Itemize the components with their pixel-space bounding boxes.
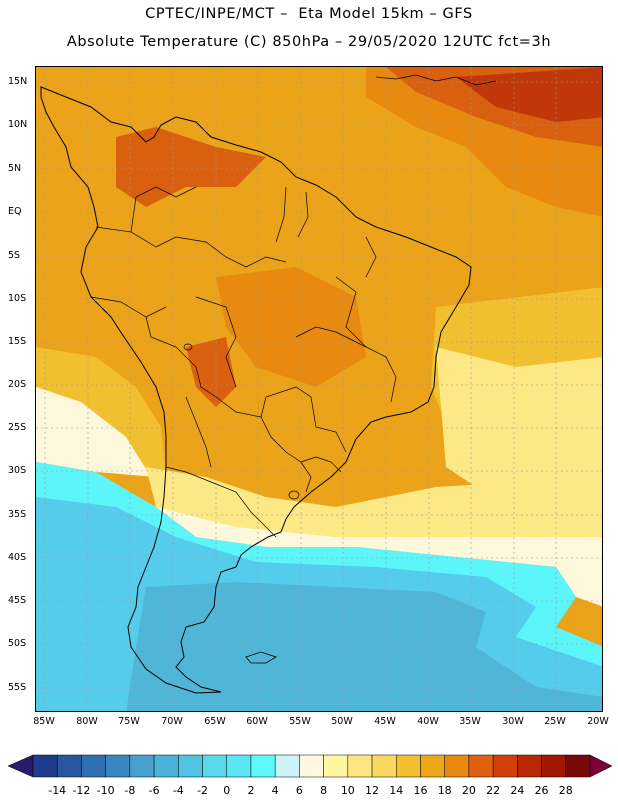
colorbar-label: 24: [510, 784, 524, 797]
lat-label: 20S: [8, 379, 27, 390]
colorbar-cell: [32, 754, 58, 778]
colorbar-cell: [202, 754, 227, 778]
colorbar-cell: [444, 754, 470, 778]
lat-label: 15N: [8, 76, 28, 87]
lat-label: 55S: [8, 682, 27, 693]
lat-label: 5S: [8, 250, 21, 261]
field-cold-ocean: [126, 582, 602, 711]
lon-label: 30W: [502, 716, 524, 727]
field-west-yellow: [36, 347, 166, 477]
lon-label: 70W: [161, 716, 183, 727]
field-east-lightyellow: [436, 347, 602, 507]
lat-label: 35S: [8, 509, 27, 520]
colorbar-cell: [129, 754, 155, 778]
colorbar-label: 10: [341, 784, 355, 797]
lat-label: 30S: [8, 465, 27, 476]
colorbar-cell: [517, 754, 542, 778]
colorbar-label: 26: [535, 784, 549, 797]
lake-titicaca: [183, 343, 193, 351]
colorbar-cell: [371, 754, 397, 778]
lon-label: 20W: [587, 716, 609, 727]
colorbar-label: -12: [72, 784, 90, 797]
colorbar-cell: [565, 754, 591, 778]
field-west-pale: [36, 377, 156, 477]
colorbar-cell: [541, 754, 567, 778]
field-bolivia-hot: [186, 337, 236, 407]
colorbar-label: -8: [124, 784, 135, 797]
lon-label: 50W: [331, 716, 353, 727]
caribbean-islands: [375, 74, 497, 86]
lat-label: 25S: [8, 422, 27, 433]
field-amazon-warm: [216, 267, 366, 387]
colorbar-label: 6: [296, 784, 303, 797]
falkland-islands: [245, 651, 277, 664]
lat-label: 45S: [8, 595, 27, 606]
colorbar-cell: [323, 754, 349, 778]
lon-label: 40W: [417, 716, 439, 727]
colorbar-cell: [56, 754, 82, 778]
colorbar-cell: [492, 754, 518, 778]
field-front-yellow: [146, 467, 602, 537]
lon-label: 85W: [33, 716, 55, 727]
colorbar-cell: [347, 754, 373, 778]
lat-label: 10N: [8, 119, 28, 130]
colorbar-cell: [274, 754, 300, 778]
lon-label: 65W: [204, 716, 226, 727]
lat-label: 50S: [8, 638, 27, 649]
colorbar-label: 18: [438, 784, 452, 797]
colorbar-cell: [178, 754, 203, 778]
colorbar-cell: [226, 754, 252, 778]
lat-label: 5N: [8, 163, 22, 174]
colorbar-label: -14: [48, 784, 66, 797]
colorbar-arrow-low: [7, 754, 34, 778]
colorbar-label: -2: [197, 784, 208, 797]
lat-label: EQ: [8, 206, 22, 217]
lon-label: 75W: [118, 716, 140, 727]
lon-label: 55W: [289, 716, 311, 727]
field-andes-hot: [116, 127, 266, 207]
colorbar-label: 2: [247, 784, 254, 797]
colorbar-label: 0: [223, 784, 230, 797]
field-north-red: [456, 67, 602, 122]
colorbar-cell: [153, 754, 179, 778]
colorbar-cell: [250, 754, 276, 778]
title-line-1: CPTEC/INPE/MCT – Eta Model 15km – GFS: [145, 6, 473, 22]
colorbar-arrow-high: [589, 754, 613, 778]
colorbar-label: 22: [486, 784, 500, 797]
lat-label: 40S: [8, 552, 27, 563]
south-america-coastline: [40, 86, 472, 694]
colorbar-label: 20: [462, 784, 476, 797]
colorbar-cell: [299, 754, 324, 778]
lat-label: 10S: [8, 293, 27, 304]
colorbar-label: -6: [149, 784, 160, 797]
colorbar-cell: [396, 754, 421, 778]
colorbar-label: 16: [413, 784, 427, 797]
colorbar-label: -10: [97, 784, 115, 797]
lon-label: 25W: [544, 716, 566, 727]
colorbar-cell: [468, 754, 494, 778]
lon-label: 60W: [246, 716, 268, 727]
colorbar-cell: [420, 754, 445, 778]
lagoa-dos-patos: [288, 490, 300, 500]
colorbar: -14 -12 -10 -8 -6 -4 -2 0 2 4 6 8 10 12 14 16 18 20 22 24 26…: [0, 752, 618, 800]
colorbar-label: 12: [365, 784, 379, 797]
lon-label: 80W: [76, 716, 98, 727]
colorbar-cell: [105, 754, 131, 778]
lon-label: 35W: [459, 716, 481, 727]
colorbar-label: 28: [559, 784, 573, 797]
temperature-map: [35, 66, 603, 712]
colorbar-label: -4: [173, 784, 184, 797]
title-line-2: Absolute Temperature (C) 850hPa – 29/05/…: [66, 34, 552, 50]
field-front-pale: [156, 507, 602, 607]
colorbar-cell: [81, 754, 106, 778]
lat-label: 15S: [8, 336, 27, 347]
colorbar-label: 14: [389, 784, 403, 797]
lon-label: 45W: [374, 716, 396, 727]
country-borders: [90, 186, 397, 538]
colorbar-label: 8: [320, 784, 327, 797]
colorbar-label: 4: [272, 784, 279, 797]
